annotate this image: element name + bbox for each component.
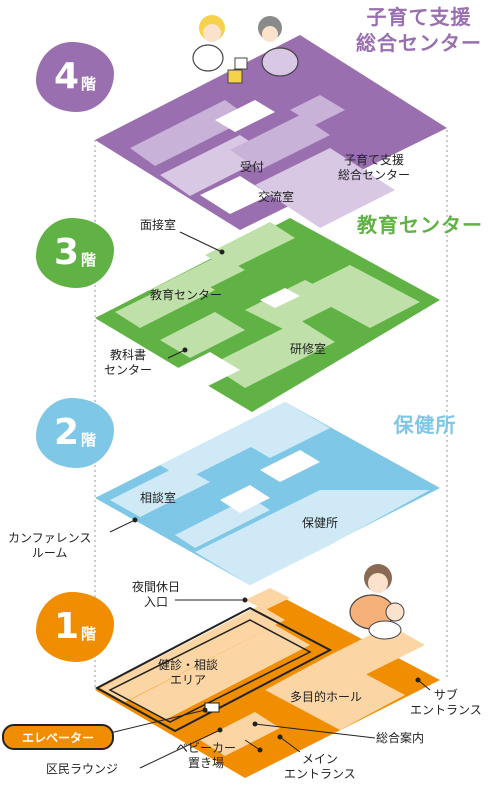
floor-1-plate: [94, 588, 440, 778]
floor-4-badge: 4 階: [36, 42, 114, 112]
elevator-label: エレベーター: [2, 724, 114, 750]
floor-3-badge: 3 階: [36, 218, 114, 288]
room-education-center-3f: 教育センター: [150, 288, 223, 302]
floor-2-plate: [95, 402, 440, 585]
room-reception-4f: 受付: [240, 160, 265, 174]
floor-3-number: 3: [53, 232, 80, 273]
room-stroller-parking-1f: ベビーカー 置き場: [176, 741, 237, 770]
children-illustration: [192, 15, 299, 84]
floor-4-number: 4: [53, 56, 80, 97]
floor-2-number: 2: [53, 412, 80, 453]
floor-2-suffix: 階: [81, 430, 97, 449]
room-multipurpose-hall-1f: 多目的ホール: [290, 690, 363, 704]
floor-4-title: 子育て支援 総合センター: [356, 5, 482, 55]
leader-lines: [109, 231, 431, 769]
room-checkup-area-1f: 健診・相談 エリア: [158, 658, 219, 687]
floor-3-suffix: 階: [81, 250, 97, 269]
room-conference-2f: カンファレンス ルーム: [8, 531, 92, 560]
room-interview-3f: 面接室: [140, 218, 177, 232]
floor-3-plate: [95, 218, 440, 412]
room-information-1f: 総合案内: [376, 731, 425, 745]
room-main-entrance-1f: メイン エントランス: [284, 752, 356, 781]
room-exchange-4f: 交流室: [258, 190, 295, 204]
floor-4-plate: [95, 35, 447, 230]
room-night-entrance-1f: 夜間休日 入口: [132, 580, 181, 609]
floor-4-suffix: 階: [81, 74, 97, 93]
floor-3-title: 教育センター: [357, 213, 483, 237]
room-childcare-center-4f: 子育て支援 総合センター: [338, 153, 411, 182]
room-sub-entrance-1f: サブ エントランス: [410, 688, 482, 717]
room-training-3f: 研修室: [290, 342, 327, 356]
parent-baby-illustration: [349, 564, 405, 640]
room-health-center-2f: 保健所: [302, 516, 339, 530]
floor-2-title: 保健所: [393, 413, 457, 437]
room-textbook-center-3f: 教科書 センター: [104, 348, 153, 377]
floor-2-badge: 2 階: [36, 398, 114, 468]
room-consultation-2f: 相談室: [140, 491, 177, 505]
floor-1-badge: 1 階: [36, 592, 114, 662]
room-lounge-1f: 区民ラウンジ: [46, 762, 119, 776]
floor-1-number: 1: [53, 606, 80, 647]
floor-1-suffix: 階: [81, 624, 97, 643]
